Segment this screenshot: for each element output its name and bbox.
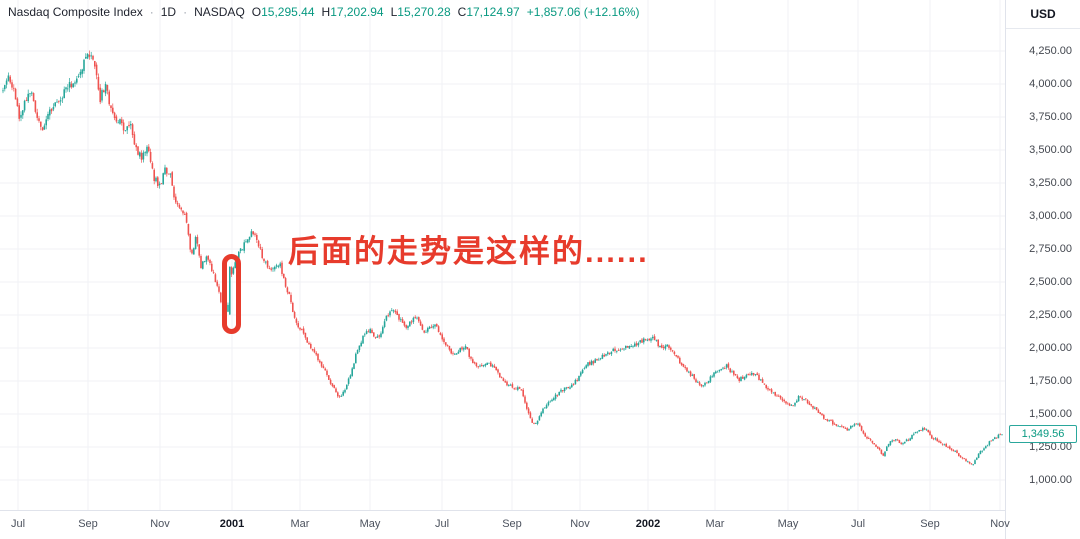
- legend-item: C: [457, 5, 467, 19]
- price-axis[interactable]: USD 4,250.00 4,000.00 3,750.00 3,500.00 3,25…: [1005, 0, 1080, 539]
- time-tick-label: May: [777, 518, 799, 530]
- time-tick-label: May: [359, 518, 381, 530]
- last-price-badge: 1,349.56: [1009, 424, 1077, 443]
- time-tick-label: Nov: [570, 518, 590, 530]
- legend-item: Nasdaq Composite Index: [8, 5, 143, 19]
- time-tick-label: Mar: [290, 518, 310, 530]
- legend-item: 15,295.44: [261, 5, 315, 19]
- time-tick-label: Nov: [990, 518, 1010, 530]
- annotation-text: 后面的走势是这样的......: [288, 234, 649, 269]
- price-tick-label: 4,250.00: [1029, 45, 1072, 57]
- price-chart[interactable]: [0, 0, 1005, 510]
- time-tick-label: Mar: [705, 518, 725, 530]
- time-tick-label: Sep: [78, 518, 98, 530]
- time-axis[interactable]: Jul Sep Nov 2001 Mar May Jul Sep Nov 2002 Mar May Ju…: [0, 510, 1010, 539]
- price-tick-label: 3,500.00: [1029, 144, 1072, 156]
- time-tick-label: 2001: [219, 518, 245, 530]
- time-tick-label: Jul: [10, 518, 26, 530]
- price-tick-label: 1,250.00: [1029, 441, 1072, 453]
- legend-item: H: [321, 5, 331, 19]
- time-tick-label: Nov: [150, 518, 170, 530]
- price-tick-label: 4,000.00: [1029, 78, 1072, 90]
- legend-item: 17,202.94: [330, 5, 384, 19]
- currency-label: USD: [1006, 0, 1080, 29]
- price-tick-label: 1,500.00: [1029, 408, 1072, 420]
- legend-item: 15,270.28: [397, 5, 451, 19]
- symbol-legend[interactable]: Nasdaq Composite Index · 1D · NASDAQ O 15,295.…: [8, 5, 639, 19]
- legend-item: O: [251, 5, 262, 19]
- price-tick-label: 1,000.00: [1029, 474, 1072, 486]
- price-tick-label: 2,750.00: [1029, 243, 1072, 255]
- legend-item: L: [390, 5, 398, 19]
- price-tick-label: 2,500.00: [1029, 276, 1072, 288]
- time-tick-label: 2002: [635, 518, 661, 530]
- time-tick-label: Jul: [850, 518, 866, 530]
- legend-item: NASDAQ: [194, 5, 245, 19]
- annotation-highlight-rect: [222, 254, 241, 334]
- candles-layer: [2, 50, 1003, 466]
- price-tick-label: 3,000.00: [1029, 210, 1072, 222]
- price-tick-label: 3,250.00: [1029, 177, 1072, 189]
- legend-item: +1,857.06 (+12.16%): [526, 5, 640, 19]
- time-tick-label: Sep: [502, 518, 522, 530]
- legend-item: ·: [183, 5, 188, 19]
- legend-item: 17,124.97: [466, 5, 520, 19]
- price-tick-label: 1,750.00: [1029, 375, 1072, 387]
- time-tick-label: Sep: [920, 518, 940, 530]
- price-tick-label: 2,000.00: [1029, 342, 1072, 354]
- legend-item: ·: [149, 5, 154, 19]
- price-tick-label: 2,250.00: [1029, 309, 1072, 321]
- price-tick-label: 3,750.00: [1029, 111, 1072, 123]
- legend-item: 1D: [160, 5, 177, 19]
- time-tick-label: Jul: [434, 518, 450, 530]
